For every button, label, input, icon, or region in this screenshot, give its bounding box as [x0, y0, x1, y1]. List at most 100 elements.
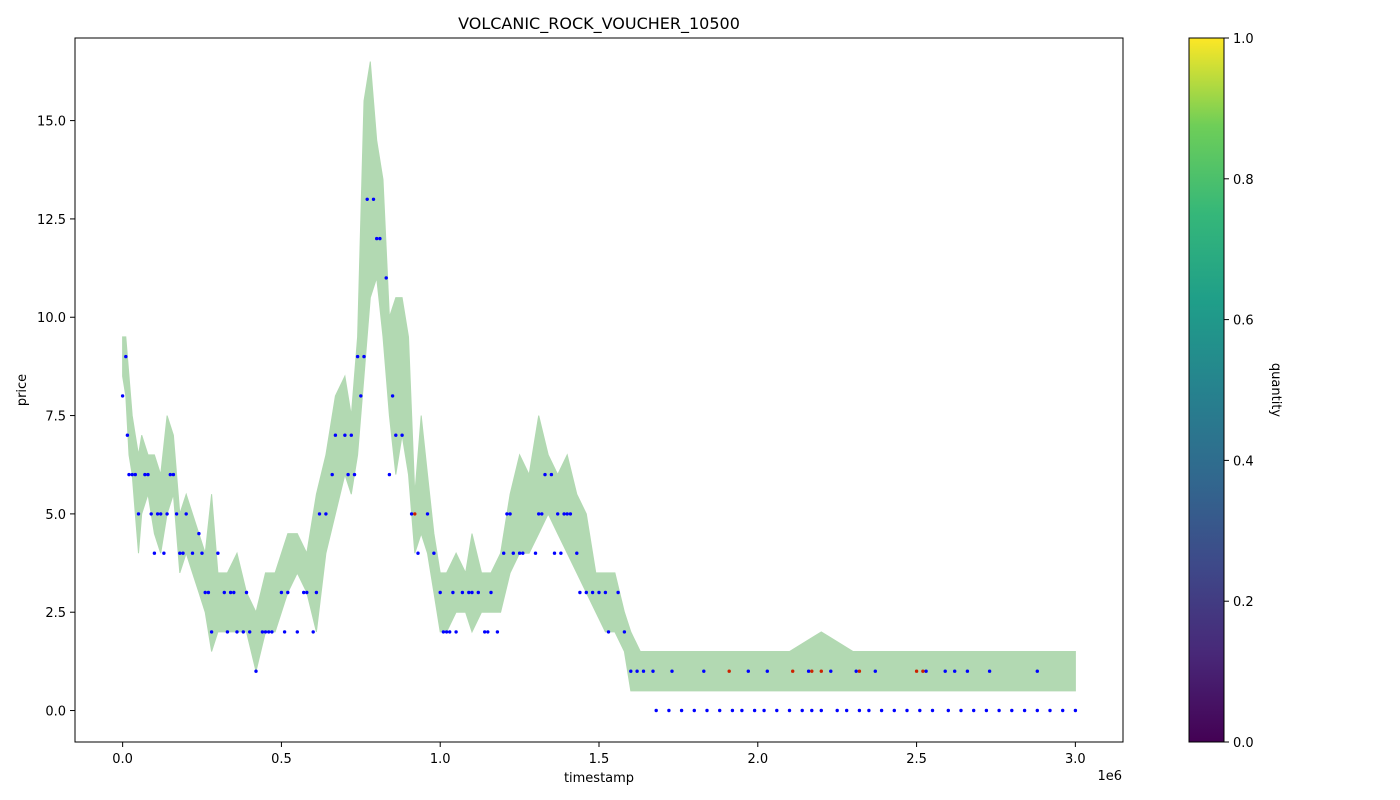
blue-point-marker: [597, 590, 601, 595]
blue-point-marker: [267, 630, 271, 634]
blue-point-marker: [829, 669, 833, 673]
x-axis-label: timestamp: [564, 771, 634, 786]
red-point-marker: [791, 669, 795, 673]
chart-title: VOLCANIC_ROCK_VOUCHER_10500: [458, 14, 740, 34]
blue-point-marker: [254, 669, 258, 673]
red-point-marker: [921, 669, 925, 673]
blue-point-marker: [225, 630, 230, 634]
blue-point-marker: [476, 590, 480, 595]
plot-area: [120, 61, 1078, 713]
blue-point-marker: [181, 551, 185, 555]
red-point-marker: [914, 669, 919, 673]
blue-point-marker: [295, 630, 299, 634]
blue-point-marker: [543, 472, 547, 477]
blue-point-marker: [362, 354, 366, 359]
blue-point-marker: [1010, 708, 1014, 713]
colorbar-tick-label: 0.6: [1233, 314, 1254, 329]
blue-point-marker: [152, 551, 157, 555]
blue-point-marker: [162, 551, 166, 555]
blue-point-marker: [943, 669, 947, 673]
blue-point-marker: [918, 708, 922, 713]
blue-point-marker: [460, 590, 465, 595]
blue-point-marker: [390, 394, 395, 398]
blue-point-marker: [629, 669, 633, 673]
blue-point-marker: [228, 590, 233, 595]
price-range-band: [122, 61, 1076, 692]
y-tick-label: 12.5: [37, 213, 66, 228]
blue-point-marker: [879, 708, 884, 713]
blue-point-marker: [775, 708, 779, 713]
blue-point-marker: [521, 551, 525, 555]
blue-point-marker: [200, 551, 204, 555]
blue-point-marker: [209, 630, 214, 634]
blue-point-marker: [562, 512, 566, 516]
blue-point-marker: [197, 531, 201, 536]
blue-point-marker: [222, 590, 226, 595]
blue-point-marker: [705, 708, 709, 713]
y-tick-label: 0.0: [45, 705, 66, 720]
blue-point-marker: [448, 630, 452, 634]
blue-point-marker: [352, 472, 357, 477]
blue-point-marker: [451, 590, 455, 595]
blue-point-marker: [746, 669, 750, 673]
blue-point-marker: [387, 472, 392, 477]
blue-point-marker: [806, 669, 811, 673]
x-axis: 0.0 0.5 1.0 1.5 2.0 2.5 3.0: [112, 742, 1086, 767]
blue-point-marker: [867, 708, 871, 713]
blue-point-marker: [810, 708, 814, 713]
blue-point-marker: [1073, 708, 1078, 713]
blue-point-marker: [378, 236, 382, 241]
blue-point-marker: [343, 433, 347, 437]
y-tick-label: 5.0: [45, 508, 66, 523]
blue-point-marker: [740, 708, 744, 713]
blue-point-marker: [203, 590, 207, 595]
blue-point-marker: [384, 276, 388, 280]
blue-point-marker: [584, 590, 588, 595]
x-tick-label: 2.5: [906, 752, 927, 767]
blue-point-marker: [171, 472, 176, 477]
blue-point-marker: [375, 236, 379, 241]
blue-point-marker: [765, 669, 769, 673]
colorbar-tick-label: 1.0: [1233, 32, 1254, 47]
blue-point-marker: [987, 669, 992, 673]
plot-frame: [74, 37, 1124, 743]
blue-point-marker: [425, 512, 430, 516]
red-point-marker: [413, 512, 417, 516]
blue-point-marker: [702, 669, 706, 673]
blue-point-marker: [235, 630, 239, 634]
blue-point-marker: [317, 512, 322, 516]
blue-point-marker: [1048, 708, 1052, 713]
blue-point-marker: [359, 394, 363, 398]
x-tick-label: 1.5: [589, 752, 610, 767]
blue-point-marker: [578, 590, 582, 595]
blue-point-marker: [168, 472, 172, 477]
blue-point-marker: [324, 512, 328, 516]
blue-point-marker: [819, 708, 823, 713]
blue-point-marker: [603, 590, 608, 595]
blue-point-marker: [946, 708, 950, 713]
blue-point-marker: [953, 669, 957, 673]
blue-point-marker: [330, 472, 334, 477]
blue-point-marker: [483, 630, 487, 634]
blue-point-marker: [365, 197, 369, 201]
blue-point-marker: [718, 708, 722, 713]
blue-point-marker: [654, 708, 658, 713]
blue-point-marker: [184, 512, 188, 516]
blue-point-marker: [845, 708, 849, 713]
blue-point-marker: [892, 708, 896, 713]
y-tick-label: 15.0: [37, 115, 66, 130]
red-point-marker: [810, 669, 814, 673]
red-point-marker: [727, 669, 731, 673]
blue-point-marker: [400, 433, 404, 437]
blue-point-marker: [549, 472, 554, 477]
blue-point-marker: [282, 630, 287, 634]
blue-point-marker: [286, 590, 290, 595]
red-point-marker: [819, 669, 823, 673]
blue-point-marker: [752, 708, 757, 713]
y-axis: 0.0 2.5 5.0 7.5 10.0 12.5 15.0: [37, 115, 75, 720]
blue-point-marker: [136, 512, 141, 516]
blue-point-marker: [302, 590, 306, 595]
y-tick-label: 7.5: [45, 410, 66, 425]
colorbar-tick-label: 0.4: [1233, 454, 1254, 469]
